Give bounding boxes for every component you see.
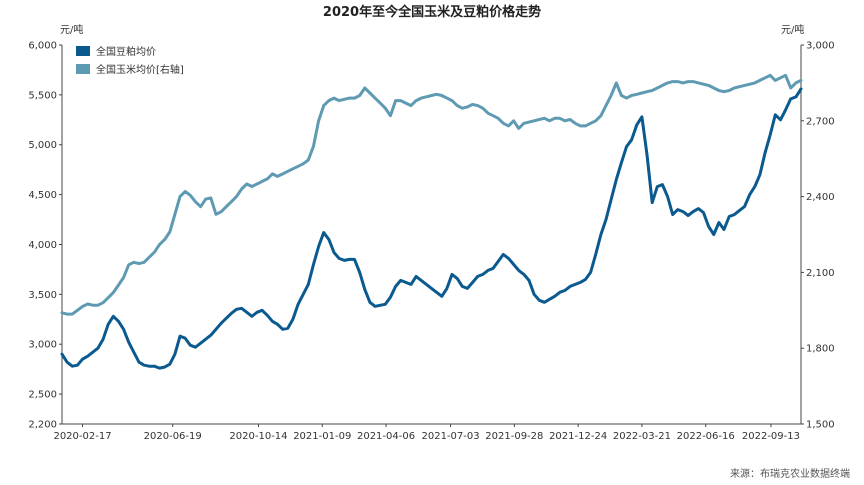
series-lines [60,73,803,370]
left-tick-label: 4,000 [28,240,57,251]
left-tick-label: 2,500 [28,390,57,401]
x-tick-label: 2022-09-13 [742,431,800,442]
left-tick-label: 3,500 [28,290,57,301]
corn-price-line [60,73,803,316]
left-tick-label: 5,500 [28,90,57,101]
x-tick-label: 2021-09-28 [485,431,543,442]
right-tick-label: 1,500 [806,420,835,431]
left-tick-label: 6,000 [28,41,57,52]
legend-label-corn: 全国玉米均价[右轴] [96,63,184,76]
left-tick-label: 3,000 [28,340,57,351]
chart-title: 2020年至今全国玉米及豆粕价格走势 [323,4,541,20]
axes: 2,200 2,500 3,000 3,500 4,000 4,500 5,000 5,500… [28,41,834,443]
right-tick-label: 1,800 [806,344,835,355]
right-tick-label: 3,000 [806,41,835,52]
x-tick-label: 2021-07-03 [421,431,479,442]
right-tick-label: 2,400 [806,192,835,203]
left-tick-label: 4,500 [28,190,57,201]
x-tick-label: 2021-01-09 [293,431,351,442]
legend-swatch-soymeal [76,46,90,56]
right-axis-unit: 元/吨 [781,23,804,36]
x-tick-label: 2022-03-21 [613,431,671,442]
legend-swatch-corn [76,64,90,74]
soymeal-price-line [60,87,803,370]
left-axis-unit: 元/吨 [60,23,83,36]
source-note: 来源：布瑞克农业数据终端 [730,467,850,480]
left-tick-label: 2,200 [28,420,57,431]
x-tick-label: 2021-12-24 [549,431,607,442]
right-tick-label: 2,700 [806,116,835,127]
x-tick-label: 2020-02-17 [53,431,111,442]
right-tick-label: 2,100 [806,268,835,279]
x-tick-label: 2022-06-16 [677,431,735,442]
legend-label-soymeal: 全国豆粕均价 [96,45,156,58]
x-tick-label: 2020-10-14 [229,431,287,442]
x-tick-label: 2021-04-06 [357,431,415,442]
x-tick-label: 2020-06-19 [144,431,202,442]
legend: 全国豆粕均价 全国玉米均价[右轴] [76,45,184,76]
left-tick-label: 5,000 [28,140,57,151]
